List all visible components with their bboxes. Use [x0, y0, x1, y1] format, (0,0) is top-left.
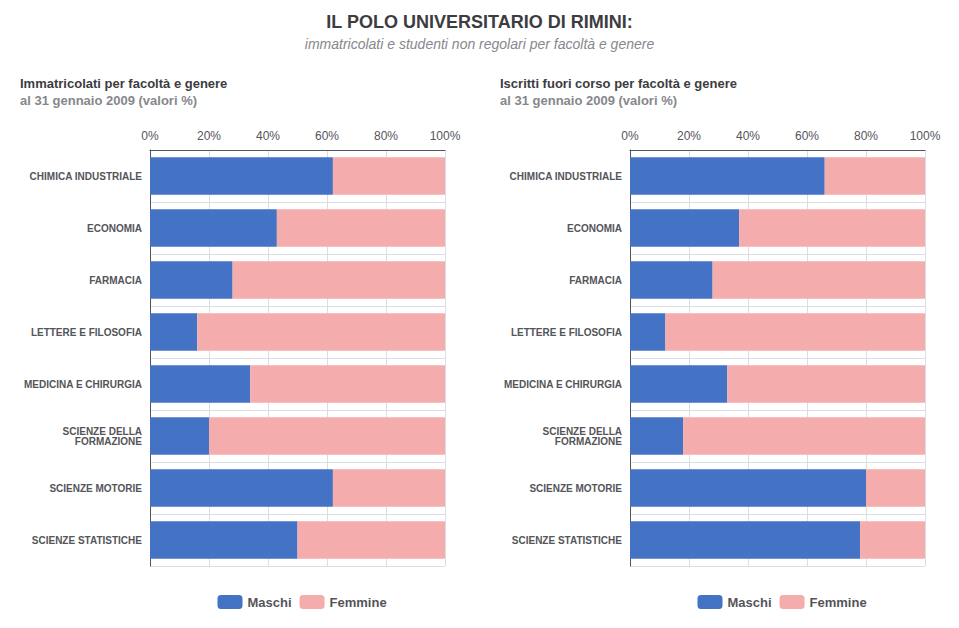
svg-text:ECONOMIA: ECONOMIA — [87, 223, 142, 234]
svg-text:20%: 20% — [197, 129, 221, 143]
svg-text:100%: 100% — [430, 129, 461, 143]
svg-text:SCIENZE STATISTICHE: SCIENZE STATISTICHE — [512, 535, 623, 546]
svg-text:Femmine: Femmine — [330, 595, 387, 610]
svg-text:CHIMICA INDUSTRIALE: CHIMICA INDUSTRIALE — [510, 171, 623, 182]
svg-text:SCIENZE STATISTICHE: SCIENZE STATISTICHE — [32, 535, 143, 546]
svg-text:SCIENZE DELLA: SCIENZE DELLA — [542, 425, 622, 437]
svg-text:40%: 40% — [256, 129, 280, 143]
svg-text:SCIENZE MOTORIE: SCIENZE MOTORIE — [529, 483, 622, 494]
svg-text:60%: 60% — [315, 129, 339, 143]
svg-text:ECONOMIA: ECONOMIA — [567, 223, 622, 234]
svg-text:SCIENZE MOTORIE: SCIENZE MOTORIE — [49, 483, 142, 494]
svg-text:LETTERE E FILOSOFIA: LETTERE E FILOSOFIA — [511, 327, 622, 338]
svg-text:al 31 gennaio 2009 (valori %): al 31 gennaio 2009 (valori %) — [500, 93, 677, 108]
svg-text:Maschi: Maschi — [248, 595, 292, 610]
svg-text:LETTERE E FILOSOFIA: LETTERE E FILOSOFIA — [31, 327, 142, 338]
svg-text:Immatricolati per facoltà e ge: Immatricolati per facoltà e genere — [20, 76, 227, 91]
svg-text:0%: 0% — [141, 129, 159, 143]
svg-text:MEDICINA E CHIRURGIA: MEDICINA E CHIRURGIA — [24, 379, 142, 390]
svg-text:FARMACIA: FARMACIA — [569, 275, 622, 286]
svg-text:IL POLO UNIVERSITARIO DI RIMIN: IL POLO UNIVERSITARIO DI RIMINI: — [326, 12, 632, 32]
svg-text:80%: 80% — [854, 129, 878, 143]
svg-text:FORMAZIONE: FORMAZIONE — [75, 436, 143, 447]
svg-text:al 31 gennaio 2009 (valori %): al 31 gennaio 2009 (valori %) — [20, 93, 197, 108]
svg-text:immatricolati e studenti non r: immatricolati e studenti non regolari pe… — [305, 36, 655, 52]
svg-text:100%: 100% — [910, 129, 941, 143]
svg-text:SCIENZE DELLA: SCIENZE DELLA — [62, 425, 142, 437]
svg-text:60%: 60% — [795, 129, 819, 143]
svg-text:20%: 20% — [677, 129, 701, 143]
svg-text:40%: 40% — [736, 129, 760, 143]
svg-text:FORMAZIONE: FORMAZIONE — [555, 436, 623, 447]
svg-text:0%: 0% — [621, 129, 639, 143]
svg-text:FARMACIA: FARMACIA — [89, 275, 142, 286]
svg-text:Maschi: Maschi — [728, 595, 772, 610]
svg-text:80%: 80% — [374, 129, 398, 143]
svg-text:Femmine: Femmine — [810, 595, 867, 610]
svg-text:Iscritti fuori corso per facol: Iscritti fuori corso per facoltà e gener… — [500, 76, 737, 91]
svg-text:MEDICINA E CHIRURGIA: MEDICINA E CHIRURGIA — [504, 379, 622, 390]
svg-text:CHIMICA INDUSTRIALE: CHIMICA INDUSTRIALE — [30, 171, 143, 182]
